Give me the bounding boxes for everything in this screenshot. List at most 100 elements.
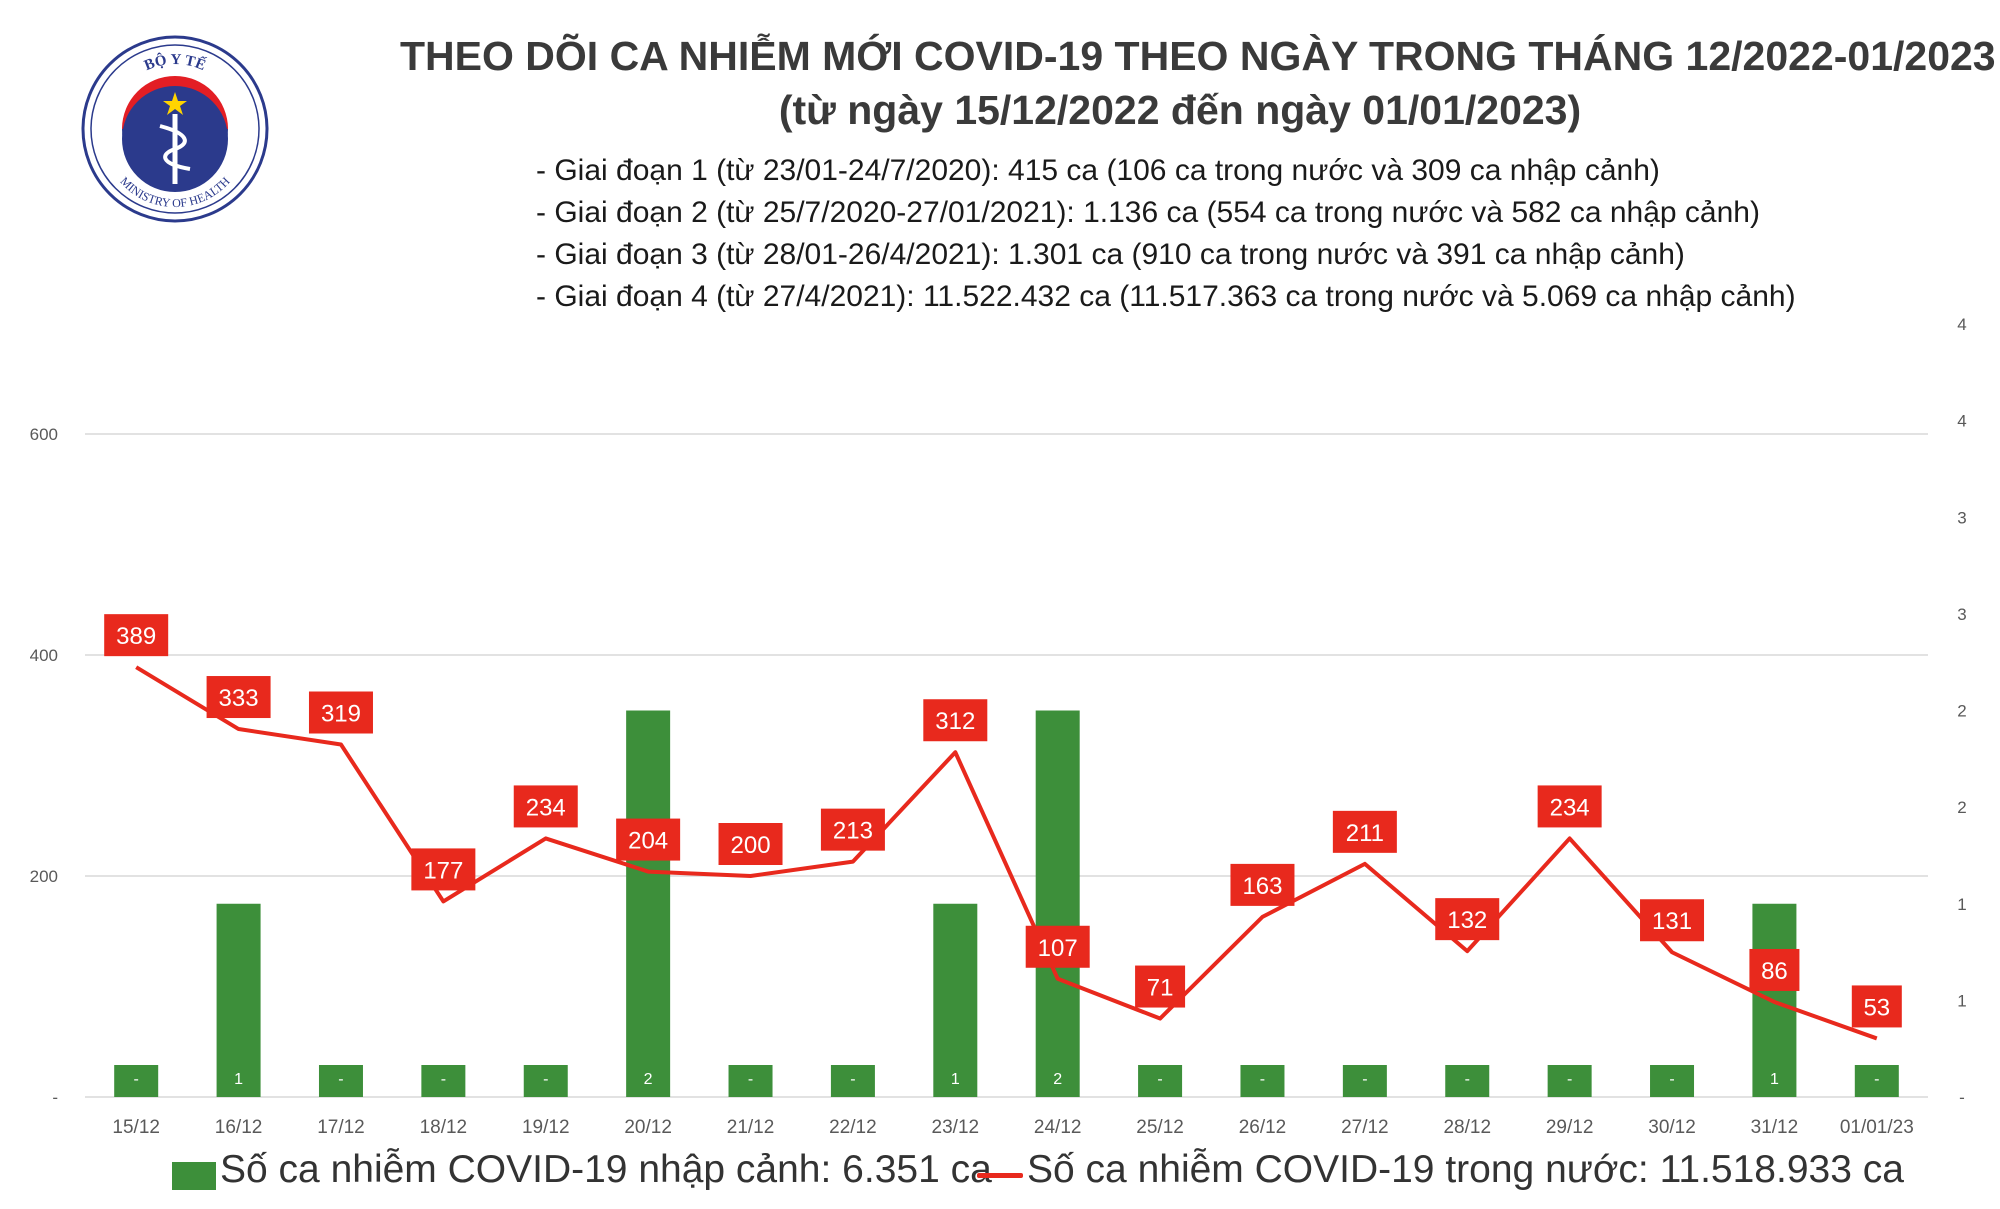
bar [1342, 1065, 1387, 1097]
bar [1547, 1065, 1592, 1097]
bar-value-label: 2 [1053, 1071, 1062, 1088]
legend-line-label: Số ca nhiễm COVID-19 trong nước: 11.518.… [1027, 1148, 1904, 1191]
chart-subtitle: (từ ngày 15/12/2022 đến ngày 01/01/2023) [778, 87, 1582, 133]
legend-line-swatch [977, 1173, 1023, 1178]
legend-bar-label: Số ca nhiễm COVID-19 nhập cảnh: 6.351 ca [220, 1148, 992, 1191]
left-axis-tick-label: 600 [30, 425, 58, 444]
bar-value-label: - [1874, 1071, 1879, 1088]
left-axis-tick-label: - [52, 1088, 58, 1107]
bar [421, 1065, 466, 1097]
bar-value-label: - [441, 1071, 446, 1088]
bar [830, 1065, 875, 1097]
line-value-label: 107 [1038, 935, 1078, 962]
x-axis-tick-label: 29/12 [1546, 1117, 1594, 1138]
x-axis-tick-label: 15/12 [112, 1117, 160, 1138]
bar [1650, 1065, 1695, 1097]
bar [114, 1065, 159, 1097]
chart-title: THEO DÕI CA NHIỄM MỚI COVID-19 THEO NGÀY… [400, 33, 1996, 79]
line-value-label-bg [1230, 863, 1295, 906]
line-value-label: 389 [116, 623, 156, 650]
line-value-label-bg [1749, 948, 1800, 991]
bar-value-label: - [850, 1071, 855, 1088]
right-axis-tick-label: 2 [1957, 702, 1966, 721]
bar-value-label: - [1669, 1071, 1674, 1088]
line-value-label-bg [1537, 785, 1602, 828]
line-value-label-bg [1332, 810, 1397, 853]
x-axis-tick-label: 16/12 [215, 1117, 263, 1138]
bar-value-label: 2 [644, 1071, 653, 1088]
line-value-label: 234 [1550, 794, 1590, 821]
line-value-label-bg [820, 808, 885, 851]
bar-value-label: - [1362, 1071, 1367, 1088]
line-value-label-bg [616, 818, 681, 861]
left-axis-tick-label: 400 [30, 646, 58, 665]
line-value-label-bg [1851, 985, 1902, 1028]
bar [728, 1065, 773, 1097]
line-value-label-bg [1135, 965, 1186, 1008]
line-value-label-bg [1640, 899, 1705, 942]
x-axis-tick-label: 24/12 [1034, 1117, 1082, 1138]
stage-4-text: - Giai đoạn 4 (từ 27/4/2021): 11.522.432… [536, 280, 1796, 313]
line-value-label: 163 [1242, 873, 1282, 900]
bar-value-label: - [748, 1071, 753, 1088]
stage-1-text: - Giai đoạn 1 (từ 23/01-24/7/2020): 415 … [536, 154, 1660, 187]
x-axis-tick-label: 30/12 [1648, 1117, 1696, 1138]
line-value-label: 177 [423, 857, 463, 884]
right-axis-tick-label: 3 [1957, 605, 1966, 624]
x-axis-tick-label: 19/12 [522, 1117, 570, 1138]
line-value-label-bg [923, 699, 988, 742]
bar [1240, 1065, 1285, 1097]
right-axis-tick-label: 1 [1957, 991, 1966, 1010]
bar [933, 903, 978, 1097]
right-axis-tick-label: 3 [1957, 508, 1966, 527]
line-value-label-bg [206, 676, 271, 719]
line-value-label-bg [513, 785, 578, 828]
line-value-label-bg [1435, 898, 1500, 941]
bar-value-label: - [1157, 1071, 1162, 1088]
line-value-label: 333 [219, 685, 259, 712]
right-axis-tick-label: 1 [1957, 895, 1966, 914]
bar [523, 1065, 568, 1097]
x-axis-tick-label: 31/12 [1751, 1117, 1799, 1138]
logo-top-text: BỘ Y TẾ [142, 51, 208, 74]
x-axis-tick-label: 17/12 [317, 1117, 365, 1138]
line-value-label: 53 [1863, 994, 1890, 1021]
x-axis-tick-label: 23/12 [932, 1117, 980, 1138]
x-axis-tick-label: 18/12 [420, 1117, 468, 1138]
line-value-label: 204 [628, 828, 668, 855]
line-value-label: 86 [1761, 958, 1788, 985]
x-axis-tick-label: 25/12 [1136, 1117, 1184, 1138]
bar [1138, 1065, 1183, 1097]
bar-value-label: - [1260, 1071, 1265, 1088]
line-value-label-bg [718, 823, 783, 865]
left-axis-tick-label: 200 [30, 867, 58, 886]
line-value-label-bg [104, 614, 169, 657]
line-value-label: 319 [321, 701, 361, 728]
x-axis-tick-label: 22/12 [829, 1117, 877, 1138]
line-value-label-bg [1025, 925, 1090, 968]
bar [626, 710, 671, 1097]
right-axis-tick-label: 4 [1957, 315, 1966, 334]
bar [216, 903, 261, 1097]
line-value-label: 312 [935, 708, 975, 735]
bar [318, 1065, 363, 1097]
bar-value-label: - [1465, 1071, 1470, 1088]
bar [1035, 710, 1080, 1097]
svg-text:BỘ Y TẾ: BỘ Y TẾ [142, 51, 208, 74]
bar-value-label: 1 [1770, 1071, 1779, 1088]
line-value-label-bg [411, 848, 476, 891]
line-value-label: 131 [1652, 908, 1692, 935]
x-axis-tick-label: 01/01/23 [1840, 1117, 1914, 1138]
stage-2-text: - Giai đoạn 2 (từ 25/7/2020-27/01/2021):… [536, 196, 1760, 229]
bar [1445, 1065, 1490, 1097]
right-axis-tick-label: - [1959, 1088, 1965, 1107]
line-value-label: 213 [833, 818, 873, 845]
line-value-label: 234 [526, 794, 566, 821]
x-axis-tick-label: 27/12 [1341, 1117, 1389, 1138]
stage-3-text: - Giai đoạn 3 (từ 28/01-26/4/2021): 1.30… [536, 238, 1685, 271]
bar-value-label: - [338, 1071, 343, 1088]
x-axis-tick-label: 26/12 [1239, 1117, 1287, 1138]
bar-value-label: - [1567, 1071, 1572, 1088]
right-axis-tick-label: 4 [1957, 412, 1966, 431]
